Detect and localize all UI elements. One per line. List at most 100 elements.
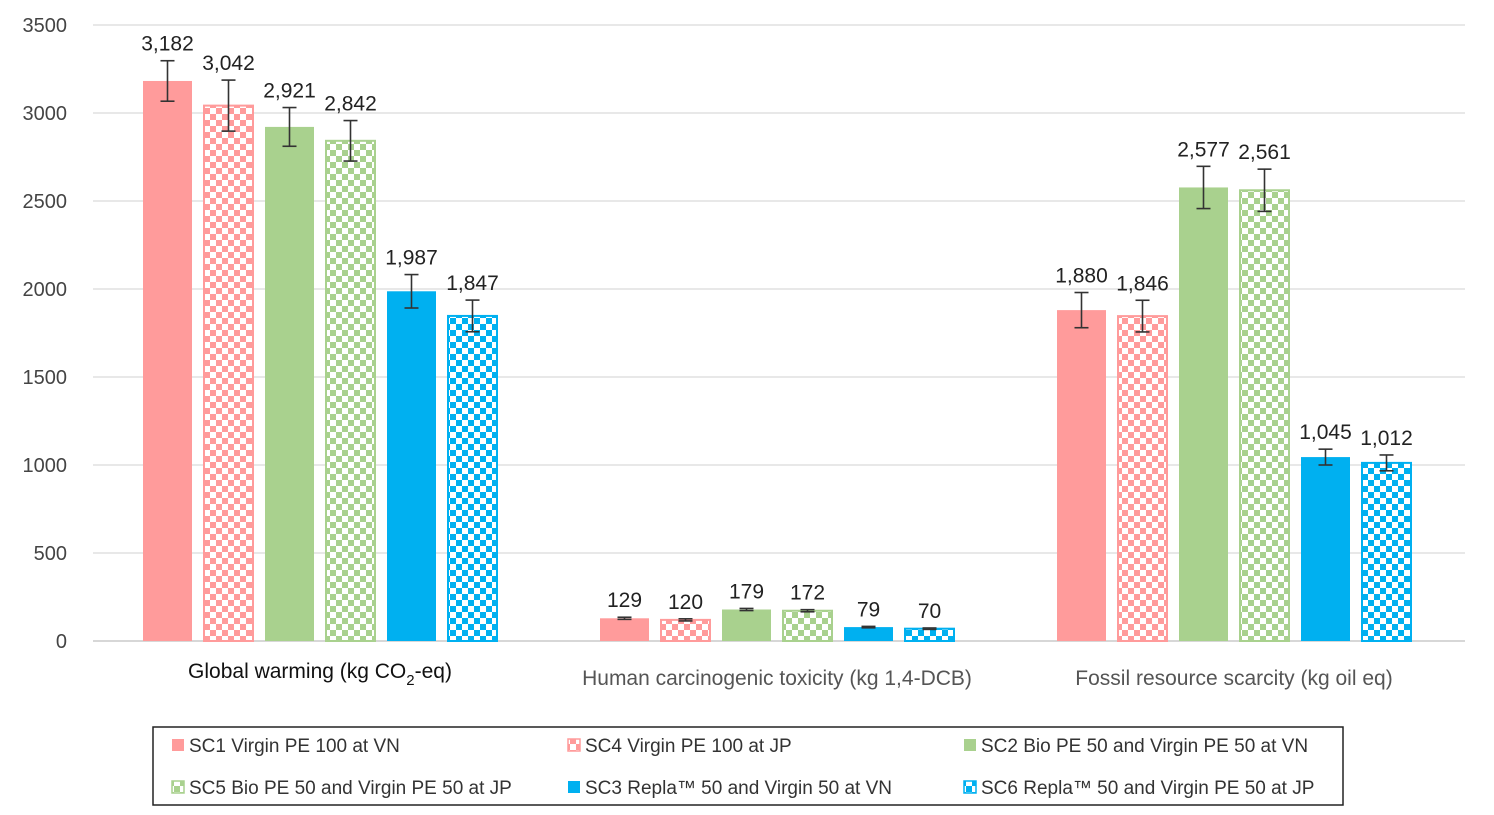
bar-sc1-1 — [600, 616, 649, 641]
bar — [1361, 461, 1412, 642]
category-label-human-carcinogenic-toxicity: Human carcinogenic toxicity (kg 1,4-DCB) — [582, 667, 972, 690]
data-label: 3,182 — [141, 33, 194, 56]
error-bar — [1318, 448, 1333, 466]
data-label: 3,042 — [202, 52, 255, 75]
bar — [722, 609, 771, 641]
legend: SC1 Virgin PE 100 at VN SC4 Virgin PE 100… — [152, 726, 1344, 806]
legend-label: SC3 Repla™ 50 and Virgin 50 at VN — [585, 778, 892, 799]
bar — [1117, 315, 1168, 642]
grid — [93, 24, 1465, 642]
error-bar — [404, 273, 419, 309]
bar — [387, 291, 436, 641]
x-axis: Global warming (kg CO2-eq) Human carcino… — [188, 660, 1393, 690]
bar-sc1-0 — [143, 59, 192, 641]
bar-sc3-2 — [1301, 448, 1350, 641]
error-bar — [221, 79, 236, 132]
data-label: 2,577 — [1177, 138, 1230, 161]
bar — [844, 627, 893, 641]
bar-sc3-1 — [844, 625, 893, 641]
bar — [904, 627, 955, 642]
data-label: 1,880 — [1055, 265, 1108, 288]
bar — [600, 618, 649, 641]
bar — [1239, 189, 1290, 642]
legend-label: SC5 Bio PE 50 and Virgin PE 50 at JP — [189, 778, 512, 799]
data-label: 1,045 — [1299, 421, 1352, 444]
data-label: 1,987 — [385, 247, 438, 270]
category-label-global-warming: Global warming (kg CO2-eq) — [188, 660, 452, 689]
bar-sc4-1 — [660, 618, 711, 643]
error-bar — [160, 59, 175, 103]
error-bar — [282, 106, 297, 148]
data-label: 1,846 — [1116, 272, 1169, 295]
legend-swatch — [171, 780, 185, 794]
bar-sc5-2 — [1239, 168, 1290, 642]
error-bar — [739, 607, 754, 612]
bar-sc2-2 — [1179, 165, 1228, 641]
bar-sc5-1 — [782, 608, 833, 643]
bar-sc3-0 — [387, 273, 436, 641]
legend-label: SC1 Virgin PE 100 at VN — [189, 736, 400, 757]
bar — [1057, 310, 1106, 641]
error-bar — [1135, 299, 1150, 333]
bar — [265, 126, 314, 642]
y-axis: 0 500 1000 1500 2000 2500 3000 3500 — [23, 15, 68, 653]
data-label: 2,561 — [1238, 141, 1291, 164]
y-tick-label: 500 — [34, 543, 67, 565]
legend-label: SC4 Virgin PE 100 at JP — [585, 736, 792, 757]
bar — [203, 104, 254, 643]
error-bar — [861, 625, 876, 629]
y-tick-label: 2000 — [23, 279, 68, 301]
bar — [660, 618, 711, 643]
error-bar — [1379, 454, 1394, 472]
legend-item-sc1: SC1 Virgin PE 100 at VN — [172, 736, 400, 757]
bar-sc1-2 — [1057, 291, 1106, 641]
legend-swatch — [568, 781, 580, 793]
data-label: 172 — [790, 582, 825, 605]
error-bar — [617, 616, 632, 621]
legend-item-sc6: SC6 Repla™ 50 and Virgin PE 50 at JP — [963, 778, 1314, 799]
data-label: 2,842 — [324, 93, 377, 116]
bar — [782, 609, 833, 643]
legend-swatch — [172, 739, 184, 751]
y-tick-label: 0 — [56, 631, 67, 653]
error-bar — [1074, 291, 1089, 329]
data-label: 129 — [607, 589, 642, 612]
bar-sc2-0 — [265, 106, 314, 642]
legend-box — [152, 726, 1344, 806]
category-label-fossil-resource-scarcity: Fossil resource scarcity (kg oil eq) — [1075, 667, 1392, 690]
legend-label: SC6 Repla™ 50 and Virgin PE 50 at JP — [981, 778, 1314, 799]
data-label: 179 — [729, 580, 764, 603]
y-tick-label: 1000 — [23, 455, 68, 477]
bar-sc6-1 — [904, 627, 955, 642]
error-bar — [1196, 165, 1211, 210]
data-labels: 3,182 3,042 2,921 2,842 1,987 1,847 129 120 179 1… — [141, 33, 1413, 623]
legend-item-sc4: SC4 Virgin PE 100 at JP — [567, 736, 792, 757]
data-label: 120 — [668, 591, 703, 614]
error-bar — [678, 618, 693, 622]
error-bar — [343, 119, 358, 162]
bars — [143, 59, 1412, 643]
data-label: 1,012 — [1360, 427, 1413, 450]
bar-sc5-0 — [325, 119, 376, 642]
bar — [143, 80, 192, 641]
legend-item-sc3: SC3 Repla™ 50 and Virgin 50 at VN — [568, 778, 892, 799]
error-bar — [465, 299, 480, 333]
bar — [1179, 187, 1228, 641]
legend-label: SC2 Bio PE 50 and Virgin PE 50 at VN — [981, 736, 1308, 757]
bar-sc2-1 — [722, 607, 771, 641]
bar — [447, 314, 498, 642]
bar-sc4-2 — [1117, 299, 1168, 642]
data-label: 79 — [857, 598, 880, 621]
error-bar — [922, 627, 937, 631]
data-label: 2,921 — [263, 80, 316, 103]
y-tick-label: 1500 — [23, 367, 68, 389]
bar — [1301, 457, 1350, 641]
legend-swatch — [963, 780, 977, 794]
data-label: 1,847 — [446, 272, 499, 295]
legend-swatch — [964, 739, 976, 751]
y-tick-label: 3000 — [23, 103, 68, 125]
legend-swatch — [567, 738, 581, 752]
y-tick-label: 2500 — [23, 191, 68, 213]
legend-item-sc2: SC2 Bio PE 50 and Virgin PE 50 at VN — [964, 736, 1308, 757]
